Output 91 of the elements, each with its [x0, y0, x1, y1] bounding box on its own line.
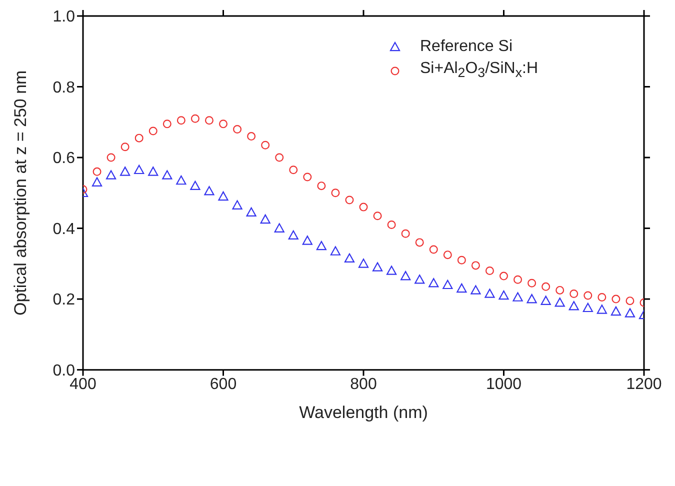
point [387, 220, 396, 229]
point [316, 240, 326, 250]
point [429, 245, 438, 254]
legend-label: Reference Si [420, 37, 512, 57]
point [624, 308, 636, 318]
point [415, 238, 424, 247]
point [148, 126, 158, 136]
point [526, 294, 537, 304]
point [106, 170, 116, 180]
point [485, 266, 494, 275]
point [570, 289, 578, 298]
y-tick-label: 0.8 [52, 79, 76, 96]
point [261, 140, 270, 150]
point [289, 166, 298, 174]
point [414, 274, 425, 284]
point [359, 202, 368, 212]
point [443, 250, 452, 260]
point [232, 200, 242, 210]
point [512, 292, 523, 302]
point [246, 207, 256, 217]
point [330, 246, 340, 256]
point [204, 186, 214, 196]
point [120, 142, 130, 152]
point [233, 124, 242, 134]
point [442, 280, 453, 290]
y-tick-label: 0.6 [52, 150, 76, 168]
point [556, 286, 564, 294]
y-tick-label: 0.2 [52, 292, 76, 309]
point [610, 306, 621, 316]
point [274, 223, 284, 232]
x-tick-label: 1200 [626, 376, 662, 394]
point [598, 293, 606, 302]
point [456, 283, 467, 293]
point [260, 214, 270, 224]
point [275, 153, 284, 162]
point [148, 166, 158, 176]
point [373, 212, 382, 220]
point [303, 172, 312, 182]
point [247, 132, 256, 141]
point [331, 188, 340, 198]
y-tick-label: 0.4 [52, 220, 76, 238]
x-tick-label: 600 [210, 376, 237, 394]
point [612, 294, 620, 304]
point [540, 296, 551, 305]
point [134, 134, 144, 142]
point [568, 301, 579, 310]
point [345, 196, 354, 204]
point [317, 182, 326, 190]
point [401, 229, 410, 238]
point [190, 114, 200, 123]
point [176, 175, 186, 185]
point [204, 116, 214, 125]
point [542, 282, 550, 291]
point [471, 261, 480, 270]
legend-label: Si+Al$_{2}$O$_{3}$/SiN$_{x}$:H [420, 59, 538, 82]
point [457, 256, 466, 264]
x-tick-label: 1000 [486, 376, 522, 394]
point [500, 272, 508, 280]
x-tick-label: 800 [350, 376, 377, 394]
point [514, 275, 522, 284]
point [596, 304, 607, 314]
point [190, 180, 200, 190]
point [470, 285, 481, 294]
point [582, 302, 593, 312]
point [106, 153, 116, 162]
point [626, 296, 634, 306]
point [358, 258, 369, 268]
point [219, 120, 228, 128]
point [584, 291, 592, 300]
point [92, 167, 102, 176]
point [162, 170, 172, 180]
point [120, 166, 130, 176]
point [218, 191, 228, 201]
point [288, 230, 298, 240]
point [554, 298, 565, 307]
point [386, 266, 397, 275]
y-axis-title: Optical absorption at z = 250 nm [11, 70, 30, 316]
point [498, 290, 509, 300]
point [400, 271, 411, 280]
point [92, 177, 102, 186]
point [372, 262, 383, 272]
point [162, 120, 172, 128]
point [428, 278, 439, 288]
point [528, 278, 536, 288]
point [176, 116, 186, 125]
point [134, 164, 144, 174]
point [484, 288, 495, 298]
y-tick-label: 1.0 [52, 8, 76, 26]
point [344, 253, 355, 263]
point [302, 236, 312, 245]
x-axis-title: Wavelength (nm) [299, 402, 428, 422]
